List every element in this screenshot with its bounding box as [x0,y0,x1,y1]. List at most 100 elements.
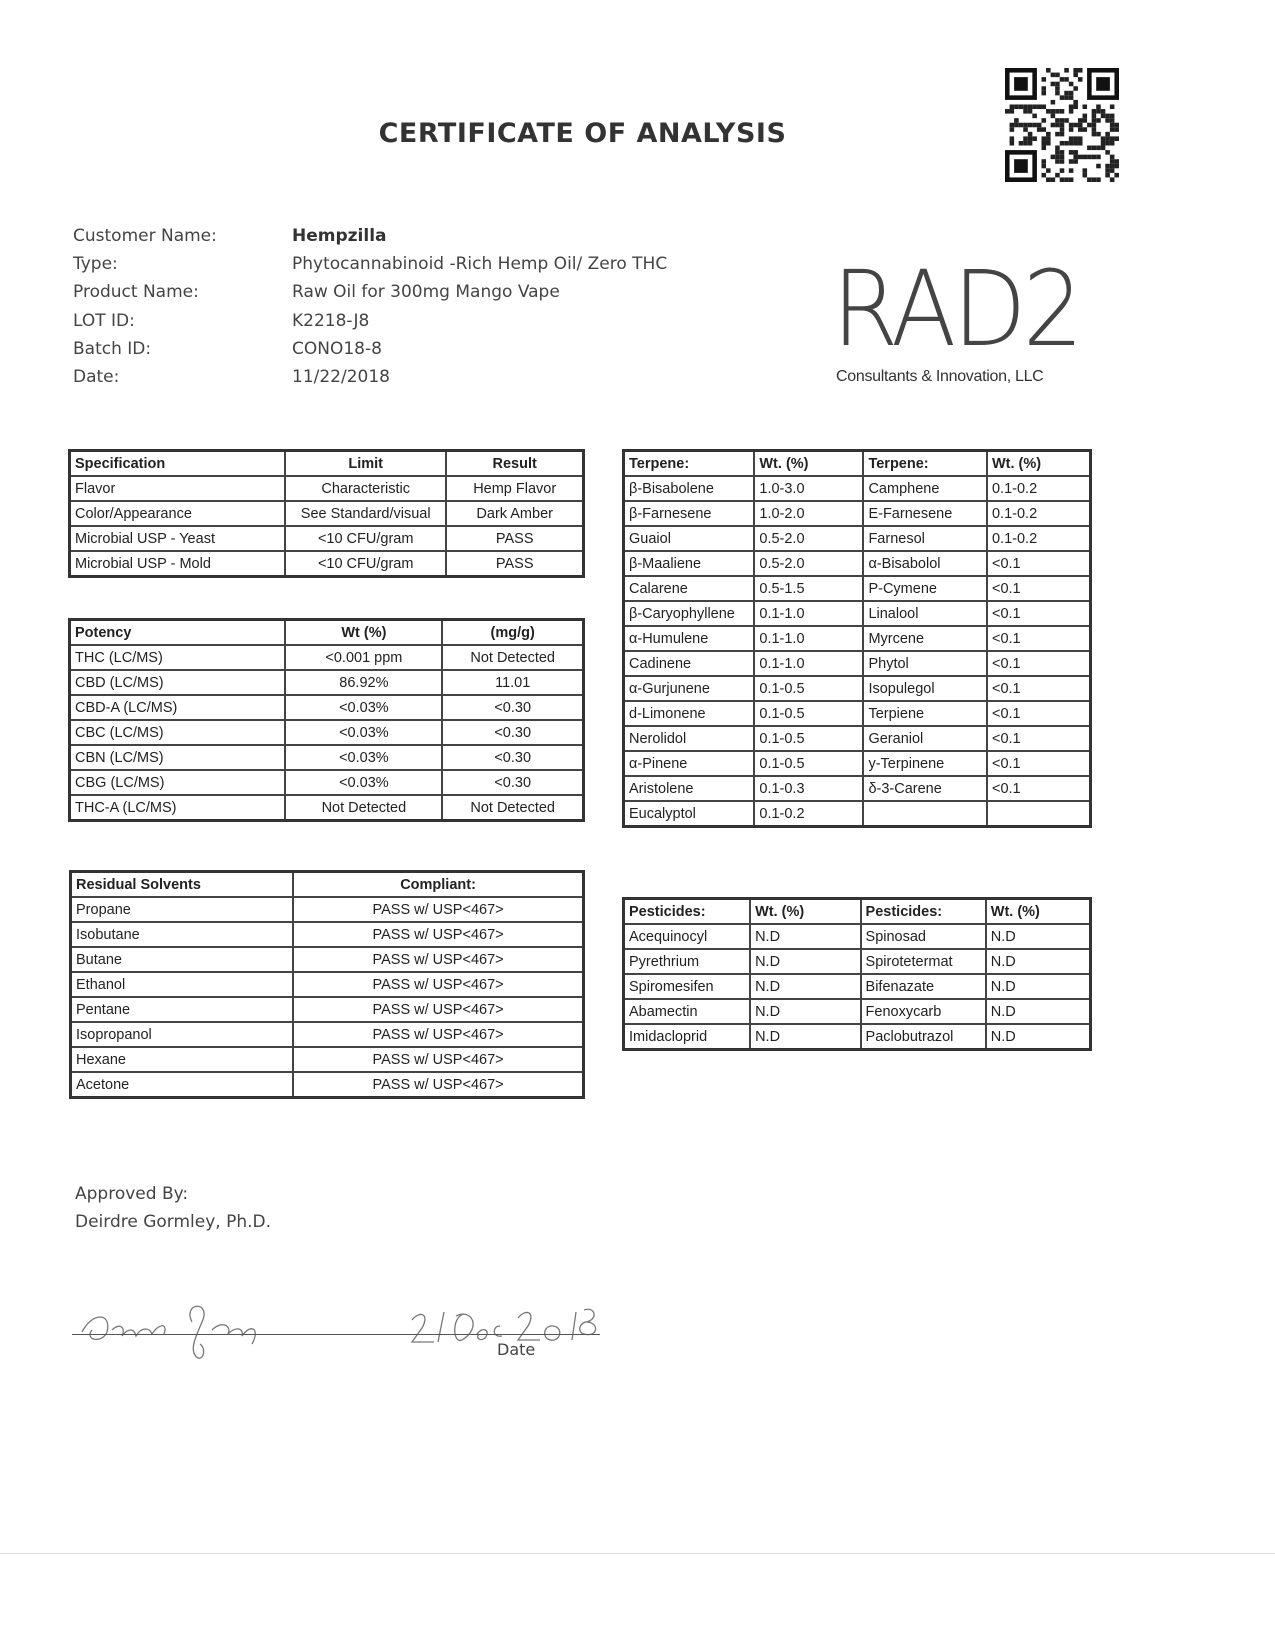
table-cell: N.D [984,973,1092,1000]
table-cell: <0.03% [284,769,444,796]
table-cell: Eucalyptol [622,800,756,828]
table-cell: Guaiol [622,525,756,552]
table-cell: Acetone [69,1071,295,1099]
page-edge [0,1553,1275,1554]
pesticides-table: Pesticides: Wt. (%) Pesticides: Wt. (%) Aceq… [622,897,1092,1051]
table-cell: Spiromesifen [622,973,752,1000]
table-cell: N.D [984,948,1092,975]
table-cell: 0.1-0.2 [985,500,1092,527]
date-label: Date [497,1340,536,1359]
table-cell: PASS w/ USP<467> [292,996,585,1023]
table-row: CBD (LC/MS) 86.92% 11.01 [68,669,585,696]
table-cell: 0.1-0.2 [753,800,865,828]
table-cell: 11.01 [441,669,585,696]
column-header: Compliant: [292,870,585,898]
table-cell: Phytol [862,650,988,677]
info-date: Date: 11/22/2018 [73,367,667,395]
table-cell: See Standard/visual [284,500,448,527]
table-cell: α-Pinene [622,750,756,777]
table-cell: Butane [69,946,295,973]
table-cell: Bifenazate [859,973,987,1000]
table-row: Microbial USP - Mold <10 CFU/gram PASS [68,550,585,578]
table-row: Ethanol PASS w/ USP<467> [69,971,585,998]
table-cell: Paclobutrazol [859,1023,987,1051]
table-cell: Imidacloprid [622,1023,752,1051]
table-cell: 1.0-3.0 [753,475,865,502]
table-cell: β-Caryophyllene [622,600,756,627]
table-cell: Geraniol [862,725,988,752]
table-cell: Not Detected [284,794,444,822]
table-cell: Hemp Flavor [445,475,585,502]
table-cell: α-Humulene [622,625,756,652]
table-row: CBN (LC/MS) <0.03% <0.30 [68,744,585,771]
table-row: β-Bisabolene 1.0-3.0 Camphene 0.1-0.2 [622,475,1092,502]
document-title: CERTIFICATE OF ANALYSIS [378,118,787,149]
table-cell: PASS w/ USP<467> [292,921,585,948]
column-header: Wt. (%) [984,897,1092,925]
column-header: Residual Solvents [69,870,295,898]
table-cell: PASS w/ USP<467> [292,1071,585,1099]
table-row: Spiromesifen N.D Bifenazate N.D [622,973,1092,1000]
table-cell: Terpiene [862,700,988,727]
table-cell: Camphene [862,475,988,502]
info-value: Hempzilla [292,226,387,246]
table-cell: N.D [749,998,862,1025]
table-row: Aristolene 0.1-0.3 δ-3-Carene <0.1 [622,775,1092,802]
table-cell: Not Detected [441,794,585,822]
table-cell: 0.1-1.0 [753,650,865,677]
column-header: Wt (%) [284,618,444,646]
table-cell: 0.1-0.2 [985,475,1092,502]
table-cell: Fenoxycarb [859,998,987,1025]
table-cell: β-Farnesene [622,500,756,527]
info-value: 11/22/2018 [292,366,390,387]
table-cell: 86.92% [284,669,444,696]
table-cell: Farnesol [862,525,988,552]
table-row: CBG (LC/MS) <0.03% <0.30 [68,769,585,796]
table-cell: PASS w/ USP<467> [292,896,585,923]
table-cell: Spinosad [859,923,987,950]
table-cell: THC-A (LC/MS) [68,794,287,822]
table-cell: Dark Amber [445,500,585,527]
table-cell: <0.30 [441,719,585,746]
table-cell: Spirotetermat [859,948,987,975]
table-cell [985,800,1092,828]
table-cell: CBD-A (LC/MS) [68,694,287,721]
table-cell: Abamectin [622,998,752,1025]
table-cell: <0.1 [985,750,1092,777]
table-cell: Hexane [69,1046,295,1073]
table-row: Pentane PASS w/ USP<467> [69,996,585,1023]
table-row: Guaiol 0.5-2.0 Farnesol 0.1-0.2 [622,525,1092,552]
table-cell: <0.30 [441,744,585,771]
table-cell [862,800,988,828]
column-header: Potency [68,618,287,646]
column-header: (mg/g) [441,618,585,646]
table-cell: 0.1-1.0 [753,600,865,627]
column-header: Terpene: [622,449,756,477]
table-row: β-Caryophyllene 0.1-1.0 Linalool <0.1 [622,600,1092,627]
table-cell: 0.1-1.0 [753,625,865,652]
table-cell: Acequinocyl [622,923,752,950]
table-cell: <0.1 [985,600,1092,627]
table-row: Flavor Characteristic Hemp Flavor [68,475,585,502]
table-row: β-Farnesene 1.0-2.0 E-Farnesene 0.1-0.2 [622,500,1092,527]
table-header-row: Potency Wt (%) (mg/g) [68,618,585,646]
table-cell: Isobutane [69,921,295,948]
table-cell: PASS w/ USP<467> [292,1046,585,1073]
table-cell: β-Maaliene [622,550,756,577]
table-row: Isopropanol PASS w/ USP<467> [69,1021,585,1048]
table-cell: P-Cymene [862,575,988,602]
table-cell: Cadinene [622,650,756,677]
table-cell: <0.1 [985,650,1092,677]
table-header-row: Terpene: Wt. (%) Terpene: Wt. (%) [622,449,1092,477]
column-header: Result [445,449,585,477]
table-row: α-Humulene 0.1-1.0 Myrcene <0.1 [622,625,1092,652]
table-cell: Characteristic [284,475,448,502]
info-label: LOT ID: [73,310,135,331]
table-row: Nerolidol 0.1-0.5 Geraniol <0.1 [622,725,1092,752]
column-header: Pesticides: [859,897,987,925]
info-type: Type: Phytocannabinoid -Rich Hemp Oil/ Ze… [73,254,667,282]
column-header: Specification [68,449,287,477]
signature-line [72,1334,600,1335]
table-cell: Propane [69,896,295,923]
table-cell: α-Gurjunene [622,675,756,702]
